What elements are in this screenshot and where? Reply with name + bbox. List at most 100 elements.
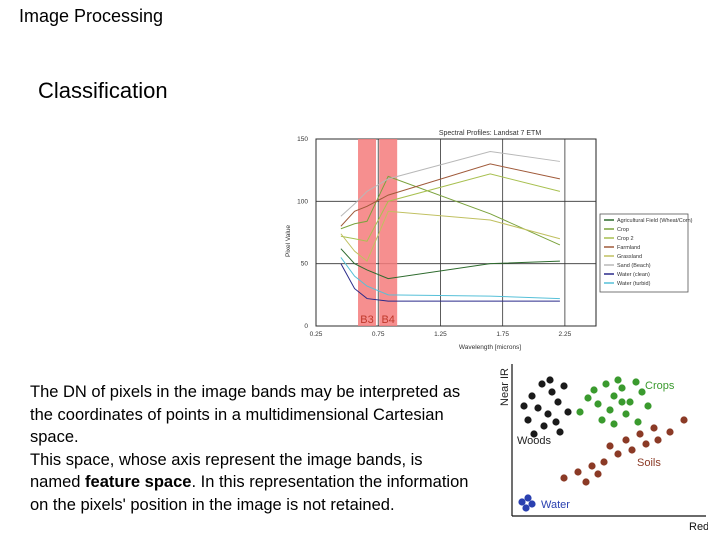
woods-point	[530, 430, 538, 438]
soils-point	[666, 428, 674, 436]
legend-entry: Water (clean)	[617, 272, 650, 278]
crops-point	[602, 380, 610, 388]
series-line	[340, 175, 561, 246]
soils-point	[574, 468, 582, 476]
soils-point	[614, 450, 622, 458]
x-tick-label: 1.25	[434, 331, 447, 338]
band-highlight	[358, 139, 377, 326]
woods-point	[554, 398, 562, 406]
crops-point	[622, 410, 630, 418]
series-line	[340, 173, 561, 242]
band-label: B4	[381, 314, 394, 326]
woods-point	[560, 382, 568, 390]
water-point	[524, 494, 532, 502]
woods-point	[520, 402, 528, 410]
legend-entry: Water (turbid)	[617, 281, 651, 287]
crops-point	[576, 408, 584, 416]
spectral-y-axis-label: Pixel Value	[285, 225, 292, 257]
woods-point	[538, 380, 546, 388]
crops-point	[590, 386, 598, 394]
body-paragraph: The DN of pixels in the image bands may …	[30, 381, 470, 517]
spectral-legend: Agricultural Field (Wheat/Corn) Crop Crop …	[599, 213, 693, 293]
woods-class-label: Woods	[517, 435, 552, 447]
series-line	[340, 150, 560, 217]
crops-point	[610, 420, 618, 428]
woods-point	[546, 376, 554, 384]
paragraph-sentence-1: The DN of pixels in the image bands may …	[30, 383, 461, 447]
feature-space-term: feature space	[85, 473, 192, 492]
water-point	[528, 500, 536, 508]
soils-class-label: Soils	[637, 457, 661, 469]
soils-point	[622, 436, 630, 444]
crops-point	[618, 384, 626, 392]
soils-point	[588, 462, 596, 470]
x-tick-label: 0.25	[310, 331, 323, 338]
legend-box	[599, 213, 689, 293]
crops-point	[644, 402, 652, 410]
crops-point	[584, 394, 592, 402]
series-line	[340, 210, 561, 262]
x-tick-label: 0.75	[372, 331, 385, 338]
soils-point	[606, 442, 614, 450]
soils-point	[594, 470, 602, 478]
x-tick-label: 1.75	[496, 331, 509, 338]
x-tick-label: 2.25	[559, 331, 572, 338]
crops-point	[634, 418, 642, 426]
paragraph-sentence-2b: . In this representation the information…	[30, 473, 469, 514]
paragraph-sentence-2a: This space, whose axis represent the ima…	[30, 450, 423, 492]
woods-point	[548, 388, 556, 396]
crops-point	[598, 416, 606, 424]
woods-point	[544, 410, 552, 418]
soils-point	[642, 440, 650, 448]
woods-point	[524, 416, 532, 424]
feature-space-diagram: Near IR Red Crops Woods Soils Water	[499, 364, 708, 533]
soils-point	[636, 430, 644, 438]
crops-point	[614, 376, 622, 384]
water-point	[518, 498, 526, 506]
spectral-chart-title: Spectral Profiles: Landsat 7 ETM	[439, 130, 541, 137]
woods-point	[564, 408, 572, 416]
red-axis-label: Red	[689, 521, 708, 533]
y-tick-label: 150	[297, 136, 308, 143]
crops-point	[618, 398, 626, 406]
legend-entry: Crop	[617, 227, 629, 233]
spectral-x-axis-label: Wavelength [microns]	[459, 344, 521, 351]
series-line	[340, 257, 560, 300]
y-tick-label: 100	[297, 198, 308, 205]
soils-point	[680, 416, 688, 424]
slide-subtitle: Classification	[38, 78, 168, 103]
crops-point	[632, 378, 640, 386]
near-ir-axis-label: Near IR	[499, 368, 511, 406]
woods-point	[556, 428, 564, 436]
woods-point	[540, 422, 548, 430]
y-tick-label: 50	[301, 261, 309, 268]
water-point	[522, 504, 530, 512]
crops-class-label: Crops	[645, 380, 675, 392]
legend-entry: Sand (Beach)	[617, 263, 651, 269]
soils-point	[628, 446, 636, 454]
soils-point	[560, 474, 568, 482]
series-line	[340, 263, 560, 302]
woods-point	[534, 404, 542, 412]
legend-entry: Agricultural Field (Wheat/Corn)	[617, 218, 693, 224]
soils-point	[654, 436, 662, 444]
series-line	[340, 163, 561, 227]
crops-point	[638, 388, 646, 396]
page-header-title: Image Processing	[19, 6, 164, 26]
crops-point	[626, 398, 634, 406]
woods-point	[528, 392, 536, 400]
series-line	[340, 248, 560, 280]
crops-point	[594, 400, 602, 408]
soils-point	[600, 458, 608, 466]
legend-entry: Farmland	[617, 245, 640, 251]
woods-point	[552, 418, 560, 426]
spectral-profile-chart: B3 B4 0.25 0.75 1.25 1.75 2.25 0 50 100 150 Spect…	[280, 126, 696, 352]
legend-entry: Grassland	[617, 254, 642, 260]
crops-point	[610, 392, 618, 400]
soils-point	[582, 478, 590, 486]
legend-entry: Crop 2	[617, 236, 634, 242]
water-class-label: Water	[541, 499, 570, 511]
band-highlight	[379, 139, 398, 326]
y-tick-label: 0	[304, 323, 308, 330]
soils-point	[650, 424, 658, 432]
